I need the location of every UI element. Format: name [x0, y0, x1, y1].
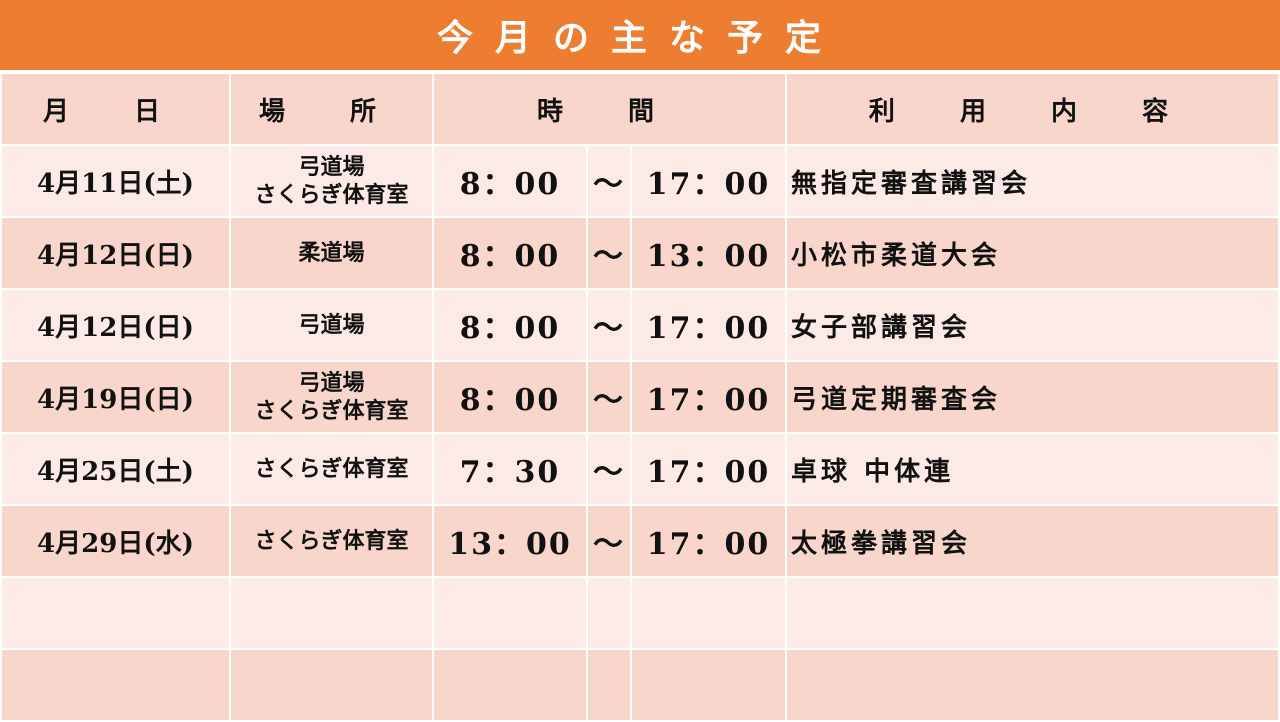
cell-separator: ～ — [586, 216, 632, 290]
cell-content — [785, 648, 1280, 722]
cell-end: 17：00 — [629, 504, 788, 578]
cell-place: 弓道場 — [229, 288, 434, 362]
cell-content: 小松市柔道大会 — [785, 216, 1280, 290]
table-row — [0, 576, 1280, 650]
cell-start: 13：00 — [432, 504, 588, 578]
cell-place — [229, 576, 434, 650]
cell-date: 4月12日(日) — [0, 288, 231, 362]
table-row: 4月25日(土) さくらぎ体育室 7：30 ～ 17：00 卓球 中体連 — [0, 432, 1280, 506]
cell-start: 8：00 — [432, 216, 588, 290]
cell-content: 無指定審査講習会 — [785, 144, 1280, 218]
cell-separator: ～ — [586, 432, 632, 506]
cell-place: 弓道場 さくらぎ体育室 — [229, 144, 434, 218]
cell-date — [0, 648, 231, 722]
cell-date: 4月29日(水) — [0, 504, 231, 578]
cell-start: 8：00 — [432, 288, 588, 362]
cell-end: 17：00 — [629, 360, 788, 434]
cell-start: 8：00 — [432, 144, 588, 218]
cell-date: 4月19日(日) — [0, 360, 231, 434]
place-line: さくらぎ体育室 — [254, 528, 409, 554]
cell-content: 卓球 中体連 — [785, 432, 1280, 506]
header-content: 利 用 内 容 — [785, 72, 1280, 146]
place-line: 弓道場 — [298, 154, 365, 180]
cell-end — [629, 576, 788, 650]
cell-content — [785, 576, 1280, 650]
cell-separator: ～ — [586, 504, 632, 578]
table-row — [0, 648, 1280, 722]
table-row: 4月12日(日) 弓道場 8：00 ～ 17：00 女子部講習会 — [0, 288, 1280, 362]
cell-date: 4月25日(土) — [0, 432, 231, 506]
table-row: 4月12日(日) 柔道場 8：00 ～ 13：00 小松市柔道大会 — [0, 216, 1280, 290]
table-row: 4月19日(日) 弓道場 さくらぎ体育室 8：00 ～ 17：00 弓道定期審査会 — [0, 360, 1280, 434]
cell-separator: ～ — [586, 360, 632, 434]
table-row: 4月11日(土) 弓道場 さくらぎ体育室 8：00 ～ 17：00 無指定審査講習会 — [0, 144, 1280, 218]
cell-content: 女子部講習会 — [785, 288, 1280, 362]
cell-start — [432, 648, 588, 722]
place-line: 柔道場 — [298, 240, 365, 266]
place-line: さくらぎ体育室 — [254, 456, 409, 482]
cell-place: さくらぎ体育室 — [229, 504, 434, 578]
page-title: 今月の主な予定 — [0, 0, 1280, 72]
cell-place: さくらぎ体育室 — [229, 432, 434, 506]
place-line: 弓道場 — [298, 312, 365, 338]
cell-end: 17：00 — [629, 432, 788, 506]
header-time: 時 間 — [431, 72, 788, 146]
cell-start: 8：00 — [432, 360, 588, 434]
cell-end: 17：00 — [629, 288, 788, 362]
cell-content: 弓道定期審査会 — [785, 360, 1280, 434]
schedule-table: 月 日 場 所 時 間 利 用 内 容 4月11日(土) 弓道場 さくらぎ体育室 8：… — [0, 72, 1280, 722]
header-place: 場 所 — [229, 72, 434, 146]
cell-separator — [586, 648, 632, 722]
cell-separator — [586, 576, 632, 650]
cell-start: 7：30 — [432, 432, 588, 506]
cell-separator: ～ — [586, 144, 632, 218]
table-row: 4月29日(水) さくらぎ体育室 13：00 ～ 17：00 太極拳講習会 — [0, 504, 1280, 578]
cell-date — [0, 576, 231, 650]
cell-end: 17：00 — [629, 144, 788, 218]
place-line: 弓道場 — [298, 370, 365, 396]
cell-date: 4月12日(日) — [0, 216, 231, 290]
cell-date: 4月11日(土) — [0, 144, 231, 218]
place-line: さくらぎ体育室 — [254, 398, 409, 424]
cell-separator: ～ — [586, 288, 632, 362]
header-date: 月 日 — [0, 72, 231, 146]
cell-start — [432, 576, 588, 650]
cell-place: 柔道場 — [229, 216, 434, 290]
cell-place: 弓道場 さくらぎ体育室 — [229, 360, 434, 434]
place-line: さくらぎ体育室 — [254, 182, 409, 208]
cell-end: 13：00 — [629, 216, 788, 290]
cell-end — [629, 648, 788, 722]
header-row: 月 日 場 所 時 間 利 用 内 容 — [0, 72, 1280, 146]
cell-place — [229, 648, 434, 722]
cell-content: 太極拳講習会 — [785, 504, 1280, 578]
